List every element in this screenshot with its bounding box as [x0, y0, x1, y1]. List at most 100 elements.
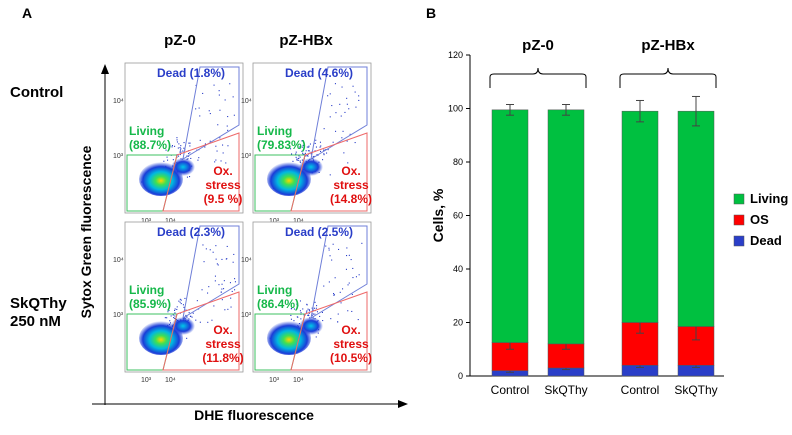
y-tick-label: 80	[453, 157, 463, 167]
ox-stress-value: (9.5 %)	[204, 192, 243, 206]
scatter-dot	[220, 291, 222, 293]
row-label-skqthy-line: SkQThy	[10, 295, 67, 312]
scatter-dot	[348, 108, 350, 110]
ox-stress-label: Ox.	[341, 323, 360, 337]
scatter-dot	[182, 304, 184, 306]
scatter-dot	[316, 311, 318, 313]
scatter-dot	[315, 139, 317, 141]
scatter-dot	[168, 309, 170, 311]
density-blob	[299, 317, 323, 335]
dead-gate	[310, 225, 368, 320]
ox-stress-label: stress	[333, 337, 369, 351]
scatter-dot	[333, 294, 335, 296]
scatter-dot	[331, 105, 333, 107]
scatter-dot	[199, 321, 201, 323]
scatter-dot	[342, 130, 344, 132]
scatter-dot	[308, 150, 310, 152]
dead-gate-label: Dead (4.6%)	[285, 66, 353, 80]
scatter-dot	[172, 314, 174, 316]
scatter-dot	[192, 312, 194, 314]
scatter-dot	[179, 151, 181, 153]
x-tick-label: 10³	[269, 218, 280, 225]
scatter-dot	[293, 308, 295, 310]
scatter-dot	[176, 141, 178, 143]
ox-stress-gate	[162, 291, 240, 371]
scatter-dot	[292, 160, 294, 162]
scatter-dot	[298, 157, 300, 159]
scatter-dot	[319, 141, 321, 143]
bar-segment-living	[547, 109, 585, 345]
scatter-dot	[202, 92, 204, 94]
scatter-dot	[290, 308, 292, 310]
scatter-dot	[297, 316, 299, 318]
scatter-dot	[312, 309, 314, 311]
scatter-dot	[179, 301, 181, 303]
scatter-dot	[195, 108, 197, 110]
scatter-dot	[231, 290, 233, 292]
scatter-dot	[215, 145, 217, 147]
scatter-dot	[186, 176, 188, 178]
scatter-dot	[296, 159, 298, 161]
scatter-dot	[302, 152, 304, 154]
scatter-dot	[305, 150, 307, 152]
scatter-dot	[306, 146, 308, 148]
y-axis-label: Sytox Green fluorescence	[78, 145, 94, 318]
scatter-dot	[295, 153, 297, 155]
scatter-dot	[290, 148, 292, 150]
scatter-dot	[184, 297, 186, 299]
scatter-dot	[350, 259, 352, 261]
scatter-dot	[185, 309, 187, 311]
y-tick-label: 0	[458, 371, 463, 381]
y-tick-label: 10⁴	[241, 257, 252, 264]
scatter-dot	[306, 155, 308, 157]
scatter-dot	[209, 249, 211, 251]
scatter-dot	[299, 147, 301, 149]
scatter-dot	[204, 146, 206, 148]
scatter-dot	[223, 280, 225, 282]
scatter-dot	[178, 300, 180, 302]
scatter-dot	[322, 159, 324, 161]
x-category-label: Control	[491, 383, 530, 397]
scatter-dot	[358, 95, 360, 97]
dead-gate-label: Dead (2.5%)	[285, 225, 353, 239]
scatter-dot	[303, 153, 305, 155]
scatter-dot	[345, 268, 347, 270]
legend-swatch	[733, 235, 745, 247]
column-header-pzhbx: pZ-HBx	[279, 32, 333, 49]
scatter-dot	[308, 145, 310, 147]
scatter-dot	[315, 146, 317, 148]
x-tick-label: 10⁴	[165, 218, 176, 225]
scatter-dot	[179, 298, 181, 300]
row-label-control: Control	[10, 84, 63, 101]
scatter-dot	[299, 145, 301, 147]
scatter-dot	[346, 140, 348, 142]
scatter-dot	[297, 305, 299, 307]
y-tick-label: 10³	[241, 153, 252, 160]
scatter-dot	[319, 315, 321, 317]
scatter-dot	[179, 154, 181, 156]
scatter-dot	[327, 95, 329, 97]
scatter-dot	[170, 315, 172, 317]
scatter-dot	[224, 99, 226, 101]
scatter-dot	[333, 293, 335, 295]
scatter-dot	[293, 320, 295, 322]
x-tick-label: 10⁴	[165, 377, 176, 384]
x-axis-arrow	[92, 400, 408, 408]
x-tick-label: 10⁴	[293, 377, 304, 384]
scatter-dot	[176, 308, 178, 310]
scatter-dot	[347, 284, 349, 286]
scatter-dot	[340, 302, 342, 304]
scatter-dot	[329, 174, 331, 176]
scatter-dot	[296, 307, 298, 309]
living-gate-value: (88.7%)	[129, 138, 171, 152]
scatter-dot	[221, 299, 223, 301]
y-tick-label: 60	[453, 211, 463, 221]
scatter-dot	[188, 312, 190, 314]
group-label: pZ-HBx	[641, 37, 695, 54]
scatter-dot	[188, 155, 190, 157]
scatter-dot	[308, 312, 310, 314]
scatter-dot	[320, 145, 322, 147]
scatter-dot	[299, 310, 301, 312]
